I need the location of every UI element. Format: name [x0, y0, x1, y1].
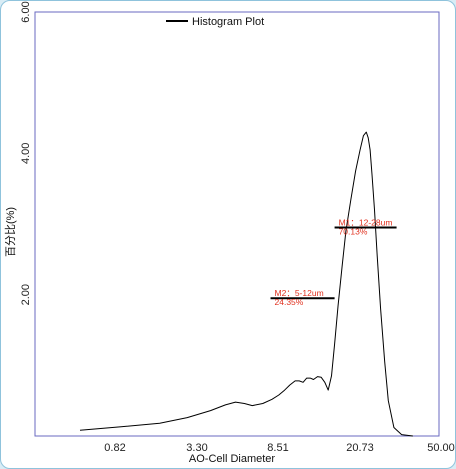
x-tick-label: 3.30 [186, 442, 207, 454]
x-tick-label: 0.82 [104, 442, 125, 454]
marker-label: M2：5-12um [275, 288, 324, 298]
x-axis-label: AO-Cell Diameter [189, 453, 276, 465]
histogram-line [79, 131, 413, 437]
y-tick-label: 2.00 [20, 284, 32, 305]
marker-label: M1：12-28um [339, 218, 393, 228]
y-axis-label: 百分比(%) [4, 207, 17, 257]
x-tick-label: 20.73 [346, 442, 374, 454]
marker-value: 24.35% [275, 297, 304, 307]
legend-label: Histogram Plot [192, 16, 264, 28]
plot-area [34, 11, 440, 437]
x-tick-label: 50.00 [427, 442, 455, 454]
y-tick-label: 6.00 [20, 1, 32, 22]
x-tick-label: 8.51 [267, 442, 288, 454]
marker-value: 70.13% [339, 227, 368, 237]
y-tick-label: 4.00 [20, 143, 32, 164]
